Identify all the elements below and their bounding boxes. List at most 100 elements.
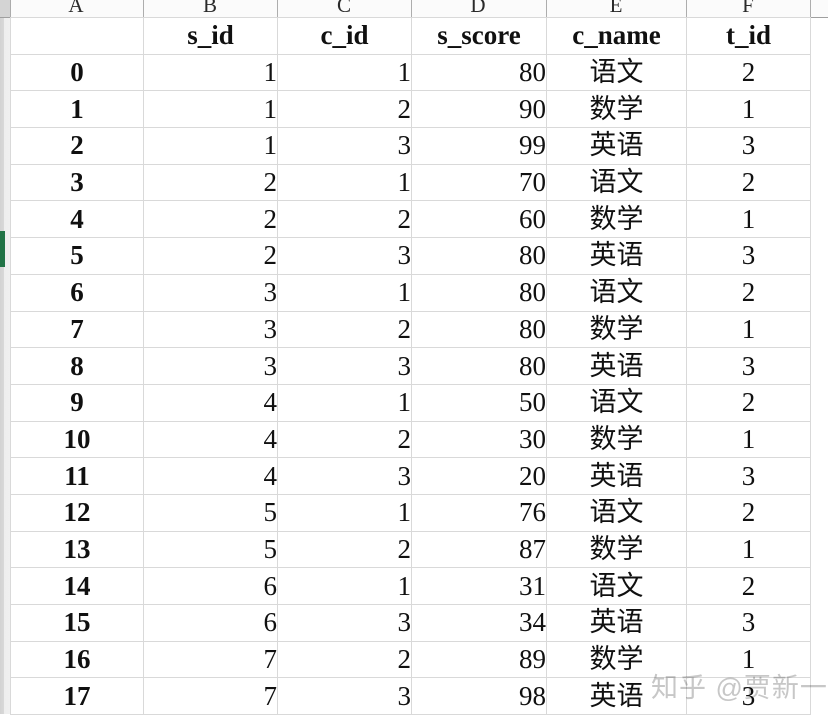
cell-t-id[interactable]: 1 bbox=[686, 90, 811, 129]
cell-c-id[interactable]: 1 bbox=[277, 53, 412, 92]
cell-c-name[interactable]: 数学 bbox=[546, 420, 687, 459]
cell-t-id[interactable]: 3 bbox=[686, 677, 811, 715]
cell-c-id[interactable]: 3 bbox=[277, 604, 412, 642]
cell-t-id[interactable]: 3 bbox=[686, 237, 811, 275]
cell-c-id[interactable]: 2 bbox=[277, 420, 412, 459]
cell-s-id[interactable]: 3 bbox=[143, 273, 278, 312]
cell-s-score[interactable]: 90 bbox=[411, 90, 547, 129]
cell-t-id[interactable]: 3 bbox=[686, 457, 811, 495]
cell-c-name[interactable]: 英语 bbox=[546, 677, 687, 715]
cell-c-name[interactable]: 英语 bbox=[546, 457, 687, 495]
cell-s-score[interactable]: 89 bbox=[411, 640, 547, 679]
column-letter-f[interactable]: F bbox=[742, 0, 754, 17]
cell-s-score[interactable]: 99 bbox=[411, 127, 547, 165]
cell-s-score[interactable]: 80 bbox=[411, 237, 547, 275]
header-cell-s_score[interactable]: s_score bbox=[411, 17, 547, 55]
cell-s-score[interactable]: 87 bbox=[411, 530, 547, 569]
cell-c-name[interactable]: 数学 bbox=[546, 200, 687, 239]
cell-s-score[interactable]: 50 bbox=[411, 383, 547, 422]
cell-s-id[interactable]: 2 bbox=[143, 163, 278, 202]
cell-c-name[interactable]: 数学 bbox=[546, 640, 687, 679]
column-letter-c[interactable]: C bbox=[336, 0, 351, 17]
header-cell-t_id[interactable]: t_id bbox=[686, 17, 811, 55]
cell-c-id[interactable]: 3 bbox=[277, 237, 412, 275]
header-cell-c_id[interactable]: c_id bbox=[277, 17, 412, 55]
cell-c-id[interactable]: 2 bbox=[277, 530, 412, 569]
cell-s-score[interactable]: 30 bbox=[411, 420, 547, 459]
cell-c-id[interactable]: 3 bbox=[277, 127, 412, 165]
row-index-cell[interactable]: 2 bbox=[10, 127, 144, 165]
row-index-cell[interactable]: 7 bbox=[10, 310, 144, 349]
cell-c-name[interactable]: 英语 bbox=[546, 604, 687, 642]
cell-c-name[interactable]: 数学 bbox=[546, 90, 687, 129]
header-cell-c_name[interactable]: c_name bbox=[546, 17, 687, 55]
cell-s-id[interactable]: 2 bbox=[143, 237, 278, 275]
row-index-cell[interactable]: 5 bbox=[10, 237, 144, 275]
cell-s-id[interactable]: 4 bbox=[143, 457, 278, 495]
row-index-cell[interactable]: 9 bbox=[10, 383, 144, 422]
cell-s-score[interactable]: 98 bbox=[411, 677, 547, 715]
cell-s-score[interactable]: 80 bbox=[411, 347, 547, 385]
cell-s-id[interactable]: 1 bbox=[143, 53, 278, 92]
cell-s-id[interactable]: 3 bbox=[143, 310, 278, 349]
cell-t-id[interactable]: 1 bbox=[686, 310, 811, 349]
blank-header-cell[interactable] bbox=[10, 17, 144, 55]
cell-s-id[interactable]: 7 bbox=[143, 640, 278, 679]
cell-s-id[interactable]: 3 bbox=[143, 347, 278, 385]
row-index-cell[interactable]: 14 bbox=[10, 567, 144, 605]
cell-s-id[interactable]: 1 bbox=[143, 90, 278, 129]
cell-s-id[interactable]: 1 bbox=[143, 127, 278, 165]
cell-c-id[interactable]: 1 bbox=[277, 163, 412, 202]
cell-s-id[interactable]: 5 bbox=[143, 493, 278, 532]
row-index-cell[interactable]: 1 bbox=[10, 90, 144, 129]
cell-c-id[interactable]: 3 bbox=[277, 677, 412, 715]
cell-t-id[interactable]: 1 bbox=[686, 640, 811, 679]
cell-c-name[interactable]: 语文 bbox=[546, 567, 687, 605]
cell-s-score[interactable]: 80 bbox=[411, 310, 547, 349]
cell-t-id[interactable]: 3 bbox=[686, 347, 811, 385]
cell-s-id[interactable]: 4 bbox=[143, 383, 278, 422]
row-index-cell[interactable]: 13 bbox=[10, 530, 144, 569]
cell-s-score[interactable]: 31 bbox=[411, 567, 547, 605]
row-index-cell[interactable]: 10 bbox=[10, 420, 144, 459]
cell-s-score[interactable]: 20 bbox=[411, 457, 547, 495]
cell-t-id[interactable]: 2 bbox=[686, 273, 811, 312]
cell-c-name[interactable]: 语文 bbox=[546, 53, 687, 92]
cell-t-id[interactable]: 2 bbox=[686, 163, 811, 202]
row-index-cell[interactable]: 12 bbox=[10, 493, 144, 532]
row-index-cell[interactable]: 4 bbox=[10, 200, 144, 239]
cell-c-id[interactable]: 1 bbox=[277, 493, 412, 532]
cell-c-name[interactable]: 英语 bbox=[546, 237, 687, 275]
cell-c-id[interactable]: 2 bbox=[277, 90, 412, 129]
row-index-cell[interactable]: 17 bbox=[10, 677, 144, 715]
cell-c-name[interactable]: 英语 bbox=[546, 347, 687, 385]
cell-s-id[interactable]: 2 bbox=[143, 200, 278, 239]
row-index-cell[interactable]: 0 bbox=[10, 53, 144, 92]
cell-c-id[interactable]: 1 bbox=[277, 273, 412, 312]
cell-c-name[interactable]: 语文 bbox=[546, 493, 687, 532]
cell-c-id[interactable]: 2 bbox=[277, 640, 412, 679]
cell-c-id[interactable]: 2 bbox=[277, 200, 412, 239]
cell-c-id[interactable]: 1 bbox=[277, 383, 412, 422]
row-index-cell[interactable]: 11 bbox=[10, 457, 144, 495]
column-letter-e[interactable]: E bbox=[609, 0, 623, 17]
select-all-corner[interactable] bbox=[0, 0, 11, 17]
cell-c-name[interactable]: 语文 bbox=[546, 383, 687, 422]
cell-s-score[interactable]: 60 bbox=[411, 200, 547, 239]
cell-s-id[interactable]: 7 bbox=[143, 677, 278, 715]
cell-c-name[interactable]: 数学 bbox=[546, 530, 687, 569]
cell-c-name[interactable]: 语文 bbox=[546, 163, 687, 202]
cell-c-id[interactable]: 3 bbox=[277, 347, 412, 385]
cell-t-id[interactable]: 2 bbox=[686, 493, 811, 532]
cell-t-id[interactable]: 1 bbox=[686, 420, 811, 459]
cell-c-name[interactable]: 数学 bbox=[546, 310, 687, 349]
cell-t-id[interactable]: 2 bbox=[686, 383, 811, 422]
cell-s-score[interactable]: 80 bbox=[411, 53, 547, 92]
cell-c-name[interactable]: 英语 bbox=[546, 127, 687, 165]
cell-s-score[interactable]: 70 bbox=[411, 163, 547, 202]
cell-c-id[interactable]: 2 bbox=[277, 310, 412, 349]
row-index-cell[interactable]: 15 bbox=[10, 604, 144, 642]
row-index-cell[interactable]: 3 bbox=[10, 163, 144, 202]
header-cell-s_id[interactable]: s_id bbox=[143, 17, 278, 55]
row-index-cell[interactable]: 6 bbox=[10, 273, 144, 312]
